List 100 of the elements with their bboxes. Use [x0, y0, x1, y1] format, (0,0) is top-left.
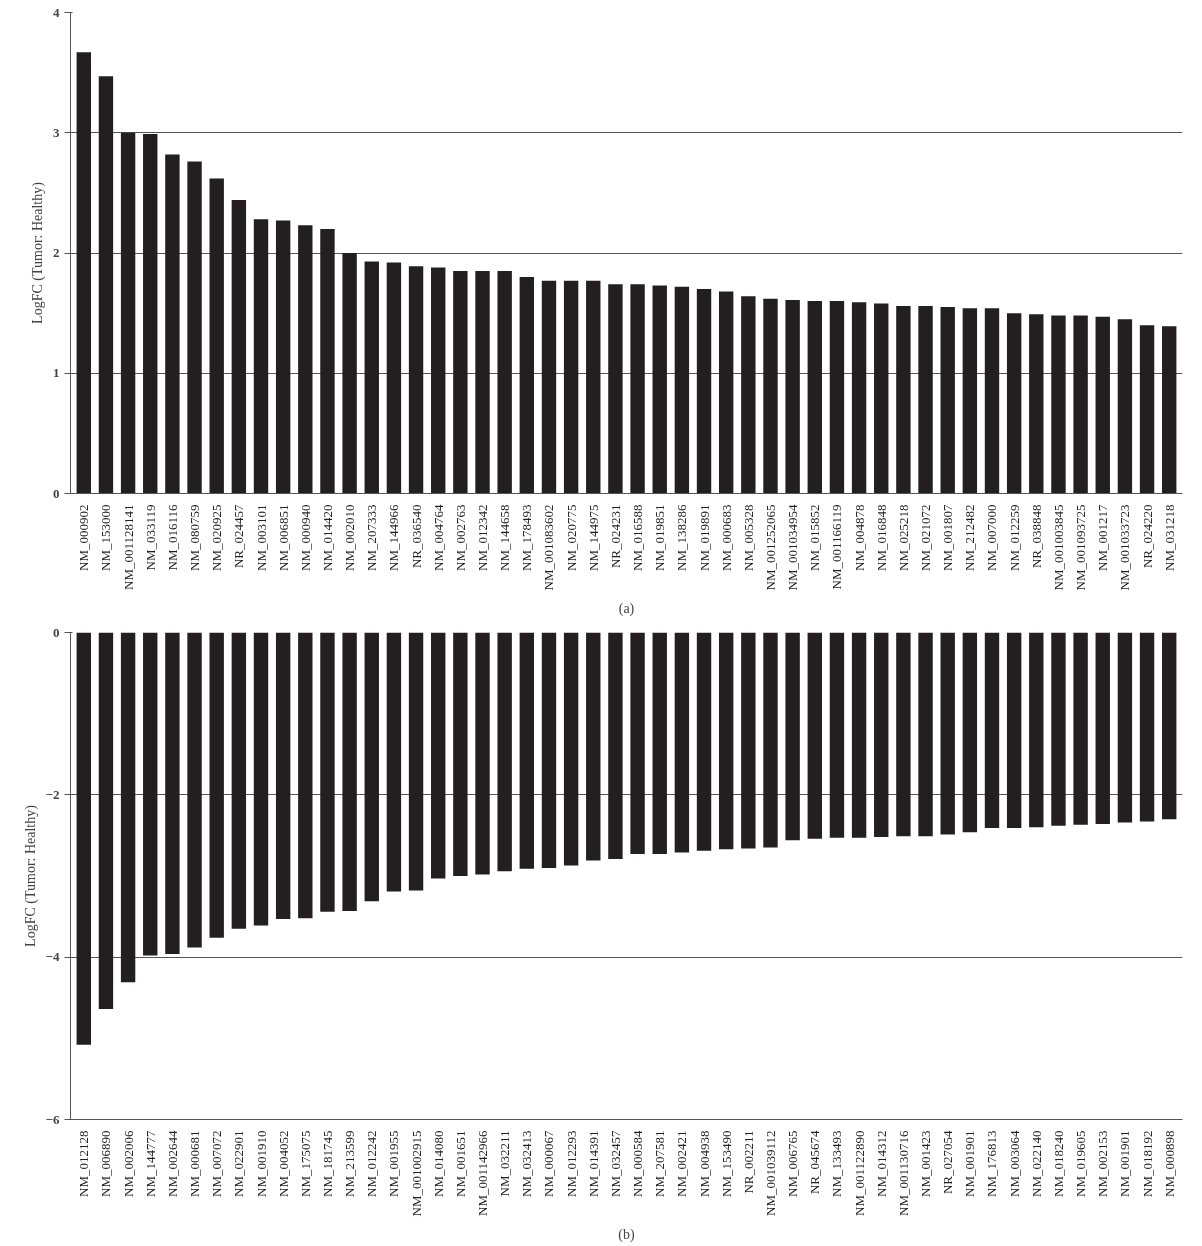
x-tick-label: NM_006851	[275, 504, 291, 571]
y-tick-label: 2	[53, 245, 60, 260]
x-tick-label: NM_001093725	[1073, 504, 1089, 591]
x-tick-label: NM_014312	[873, 1130, 889, 1197]
bar	[253, 219, 269, 494]
bar	[386, 262, 402, 494]
x-tick-label: NM_004764	[430, 504, 446, 571]
x-tick-label: NM_144777	[142, 1130, 158, 1197]
x-tick-label: NM_021072	[918, 504, 934, 571]
x-tick-label: NM_001003845	[1050, 504, 1066, 591]
y-tick-label: −6	[45, 1111, 60, 1127]
x-tick-label: NM_175075	[297, 1130, 313, 1197]
x-tick-label: NM_001252065	[762, 504, 778, 591]
x-tick-label: NM_176813	[984, 1130, 1000, 1197]
bar	[364, 261, 379, 494]
x-tick-label: NM_001002915	[408, 1130, 424, 1217]
y-tick-label: 0	[53, 624, 60, 640]
x-tick-label: NM_020925	[209, 504, 225, 571]
bar	[231, 200, 247, 494]
x-tick-label: NM_019851	[652, 504, 668, 571]
x-tick-label: NM_002153	[1095, 1130, 1111, 1197]
bar	[940, 307, 955, 494]
bar	[586, 280, 601, 494]
x-tick-label: NM_178493	[519, 504, 535, 571]
x-tick-label: NM_007000	[984, 504, 1000, 571]
x-tick-label: NM_000584	[630, 1130, 646, 1197]
x-tick-label: NM_032413	[519, 1130, 535, 1197]
x-tick-label: NM_012242	[364, 1130, 380, 1197]
x-tick-label: NM_025218	[895, 504, 911, 571]
x-tick-label: NM_212482	[962, 504, 978, 571]
bar	[320, 228, 335, 494]
x-tick-label: NM_001807	[940, 504, 956, 571]
bar	[120, 132, 136, 494]
bar	[408, 266, 424, 494]
x-tick-label: NM_012259	[1006, 504, 1022, 571]
x-tick-label: NM_007072	[209, 1130, 225, 1197]
bar	[896, 305, 911, 494]
x-tick-label: NM_012293	[563, 1130, 579, 1197]
y-tick-label: 4	[53, 4, 60, 20]
y-tick-label: −4	[45, 949, 60, 965]
bar	[475, 271, 490, 494]
x-tick-label: NM_016588	[630, 504, 646, 571]
x-tick-label: NM_000683	[718, 504, 734, 571]
x-tick-label: NM_001910	[253, 1130, 269, 1197]
y-axis-title: LogFC (Tumor: Healthy)	[30, 181, 46, 324]
x-tick-label: NR_038848	[1028, 504, 1044, 569]
x-tick-label: NM_031218	[1161, 504, 1177, 571]
x-tick-label: NM_022140	[1028, 1130, 1044, 1197]
bar	[1162, 326, 1177, 494]
x-tick-label: NM_001423	[918, 1130, 934, 1197]
x-tick-label: NM_006765	[785, 1130, 801, 1197]
text: (a)	[618, 600, 635, 617]
x-tick-label: NM_003064	[1006, 1130, 1022, 1197]
bar	[431, 267, 446, 494]
bar	[984, 308, 1000, 494]
x-tick-label: NM_015852	[807, 504, 823, 571]
x-tick-label: NM_138286	[674, 504, 690, 571]
bar	[165, 154, 180, 494]
bar	[652, 285, 667, 494]
x-tick-label: NM_000681	[187, 1130, 203, 1197]
x-tick-label: NM_133493	[829, 1130, 845, 1197]
x-tick-label: NM_002006	[120, 1130, 136, 1197]
x-tick-label: NM_004052	[275, 1130, 291, 1197]
x-tick-label: NM_001122890	[851, 1130, 867, 1216]
bar	[1006, 313, 1022, 494]
bar	[763, 298, 778, 494]
x-tick-label: NM_001083602	[541, 504, 557, 591]
bar	[874, 303, 889, 494]
x-tick-label: NM_001901	[1117, 1130, 1133, 1197]
bar	[1051, 315, 1066, 494]
bar	[1095, 316, 1110, 494]
x-tick-label: NM_020775	[563, 504, 579, 571]
x-tick-label: NM_001651	[452, 1130, 468, 1197]
x-tick-label: NM_005328	[740, 504, 756, 571]
x-tick-label: NM_001142966	[475, 1130, 491, 1216]
x-tick-label: NM_213599	[342, 1130, 358, 1197]
x-tick-label: NM_019605	[1073, 1130, 1089, 1197]
bar	[807, 301, 822, 494]
x-tick-label: NM_001130716	[895, 1130, 911, 1216]
bar	[563, 280, 579, 494]
bar	[76, 52, 91, 494]
bar	[696, 289, 712, 494]
bar	[1029, 314, 1044, 494]
x-tick-label: NM_207333	[364, 504, 380, 571]
bar	[342, 253, 357, 494]
bar	[98, 76, 114, 494]
x-tick-label: NM_000940	[297, 504, 313, 571]
x-tick-label: NM_002644	[164, 1130, 180, 1197]
x-tick-label: NM_016848	[873, 504, 889, 571]
x-tick-label: NM_004878	[851, 504, 867, 571]
x-tick-label: NM_144966	[386, 504, 402, 571]
x-tick-label: NM_014391	[585, 1130, 601, 1197]
bar	[851, 302, 867, 494]
x-tick-label: NM_144975	[585, 504, 601, 571]
x-tick-label: NM_001217	[1095, 504, 1111, 571]
x-tick-label: NM_001039112	[762, 1130, 778, 1216]
x-tick-label: NR_045674	[807, 1130, 823, 1195]
x-tick-label: NR_024457	[231, 504, 247, 569]
bar	[497, 271, 512, 494]
bar	[1139, 325, 1155, 494]
